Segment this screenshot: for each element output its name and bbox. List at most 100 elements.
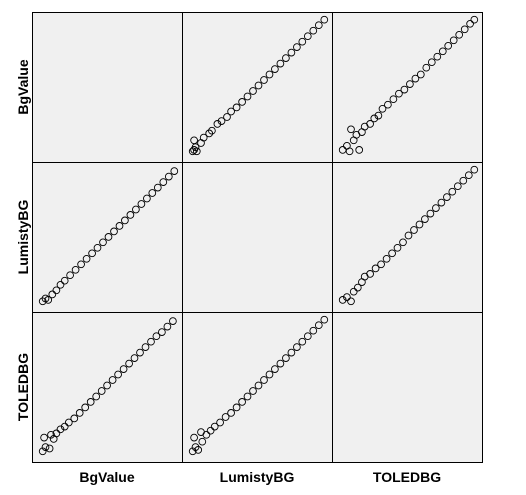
- point-toledbg-bgvalue-1: [41, 443, 50, 451]
- point-bgvalue-lumistybg-9: [213, 120, 222, 128]
- point-lumistybg-bgvalue-13: [99, 238, 107, 247]
- point-bgvalue-lumistybg-18: [260, 76, 268, 84]
- point-bgvalue-lumistybg-7: [205, 129, 214, 138]
- point-toledbg-lumistybg-0: [188, 447, 197, 456]
- point-bgvalue-toledbg-28: [466, 19, 474, 28]
- panel-toledbg-vs-lumistybg: [182, 312, 332, 462]
- point-toledbg-lumistybg-14: [243, 392, 252, 401]
- point-lumistybg-bgvalue-6: [60, 276, 69, 285]
- point-toledbg-bgvalue-14: [92, 392, 101, 401]
- point-bgvalue-lumistybg-21: [276, 59, 285, 68]
- point-lumistybg-bgvalue-14: [104, 233, 113, 241]
- point-bgvalue-lumistybg-8: [208, 126, 216, 135]
- x-label-lumistybg: LumistyBG: [220, 469, 295, 485]
- x-label-toledbg: TOLEDBG: [373, 469, 441, 485]
- point-toledbg-lumistybg-6: [197, 428, 205, 436]
- point-lumistybg-toledbg-17: [421, 215, 429, 223]
- point-lumistybg-bgvalue-8: [71, 265, 80, 274]
- point-toledbg-bgvalue-12: [81, 403, 90, 412]
- point-lumistybg-bgvalue-11: [88, 249, 96, 258]
- point-bgvalue-lumistybg-29: [320, 15, 329, 24]
- point-toledbg-lumistybg-20: [276, 359, 285, 368]
- point-bgvalue-toledbg-12: [378, 104, 387, 113]
- point-lumistybg-bgvalue-16: [115, 222, 124, 230]
- point-lumistybg-bgvalue-2: [44, 296, 53, 304]
- matrix-cells: [32, 12, 483, 463]
- point-lumistybg-toledbg-10: [382, 254, 391, 263]
- point-toledbg-bgvalue-3: [40, 433, 48, 442]
- point-toledbg-bgvalue-5: [52, 429, 61, 438]
- point-toledbg-bgvalue-6: [47, 430, 55, 439]
- point-toledbg-lumistybg-1: [191, 443, 200, 451]
- point-bgvalue-lumistybg-10: [217, 117, 226, 125]
- point-lumistybg-bgvalue-21: [143, 194, 151, 203]
- point-bgvalue-lumistybg-20: [271, 65, 279, 73]
- point-toledbg-lumistybg-23: [293, 343, 301, 351]
- point-lumistybg-bgvalue-18: [126, 211, 135, 219]
- point-lumistybg-toledbg-23: [453, 182, 462, 191]
- point-lumistybg-bgvalue-0: [38, 297, 47, 306]
- point-lumistybg-toledbg-11: [388, 249, 396, 258]
- point-toledbg-bgvalue-13: [86, 398, 95, 406]
- point-bgvalue-toledbg-13: [384, 100, 392, 109]
- point-bgvalue-toledbg-5: [355, 146, 364, 154]
- point-lumistybg-bgvalue-12: [93, 243, 102, 252]
- point-lumistybg-toledbg-8: [371, 264, 380, 273]
- panel-toledbg-vs-toledbg: [332, 312, 482, 462]
- point-bgvalue-toledbg-21: [427, 58, 436, 67]
- point-toledbg-lumistybg-16: [254, 381, 263, 390]
- point-toledbg-lumistybg-4: [198, 437, 207, 446]
- point-toledbg-bgvalue-17: [108, 376, 117, 384]
- point-lumistybg-toledbg-20: [437, 198, 446, 207]
- point-lumistybg-bgvalue-20: [137, 200, 146, 208]
- series-bgvalue-vs-lumistybg: [188, 15, 329, 156]
- point-bgvalue-lumistybg-22: [282, 54, 290, 62]
- point-lumistybg-bgvalue-23: [153, 183, 162, 192]
- point-lumistybg-toledbg-12: [393, 243, 402, 252]
- point-toledbg-bgvalue-24: [147, 337, 155, 346]
- point-toledbg-lumistybg-8: [210, 422, 219, 431]
- point-lumistybg-toledbg-25: [464, 171, 473, 180]
- point-toledbg-lumistybg-19: [271, 365, 279, 373]
- point-toledbg-bgvalue-7: [56, 425, 65, 434]
- point-lumistybg-toledbg-21: [443, 193, 451, 201]
- point-toledbg-bgvalue-20: [125, 359, 133, 368]
- point-lumistybg-bgvalue-3: [48, 290, 57, 299]
- point-lumistybg-bgvalue-19: [132, 205, 140, 214]
- point-lumistybg-toledbg-19: [432, 204, 440, 212]
- panel-lumistybg-vs-lumistybg: [182, 162, 332, 312]
- point-bgvalue-toledbg-23: [438, 47, 447, 56]
- point-toledbg-lumistybg-22: [287, 348, 296, 357]
- series-bgvalue-vs-toledbg: [338, 15, 479, 156]
- point-bgvalue-toledbg-26: [455, 30, 464, 39]
- point-bgvalue-lumistybg-23: [287, 48, 296, 57]
- point-bgvalue-lumistybg-19: [265, 70, 274, 79]
- point-toledbg-bgvalue-25: [152, 332, 161, 341]
- point-toledbg-lumistybg-7: [206, 426, 215, 435]
- point-toledbg-lumistybg-18: [265, 370, 274, 379]
- point-toledbg-bgvalue-11: [75, 409, 84, 417]
- x-label-bgvalue: BgValue: [79, 469, 134, 485]
- point-lumistybg-toledbg-7: [366, 270, 374, 278]
- point-bgvalue-lumistybg-12: [227, 107, 235, 116]
- point-bgvalue-toledbg-2: [345, 147, 354, 156]
- point-bgvalue-toledbg-22: [433, 52, 442, 61]
- point-bgvalue-lumistybg-28: [314, 21, 323, 30]
- point-lumistybg-bgvalue-15: [110, 227, 118, 236]
- point-toledbg-lumistybg-21: [282, 354, 290, 362]
- point-bgvalue-toledbg-29: [470, 15, 479, 24]
- point-lumistybg-toledbg-15: [410, 226, 418, 234]
- point-toledbg-lumistybg-11: [227, 409, 235, 417]
- point-toledbg-bgvalue-21: [130, 354, 139, 362]
- point-bgvalue-lumistybg-11: [223, 113, 231, 121]
- point-bgvalue-toledbg-11: [374, 111, 383, 120]
- series-lumistybg-vs-bgvalue: [38, 167, 179, 306]
- point-lumistybg-bgvalue-7: [66, 271, 74, 280]
- point-toledbg-bgvalue-9: [64, 418, 73, 427]
- point-toledbg-lumistybg-13: [238, 398, 246, 406]
- point-toledbg-bgvalue-26: [158, 328, 166, 336]
- point-toledbg-lumistybg-10: [221, 413, 230, 421]
- y-label-bgvalue: BgValue: [15, 59, 31, 114]
- point-lumistybg-toledbg-18: [426, 209, 435, 218]
